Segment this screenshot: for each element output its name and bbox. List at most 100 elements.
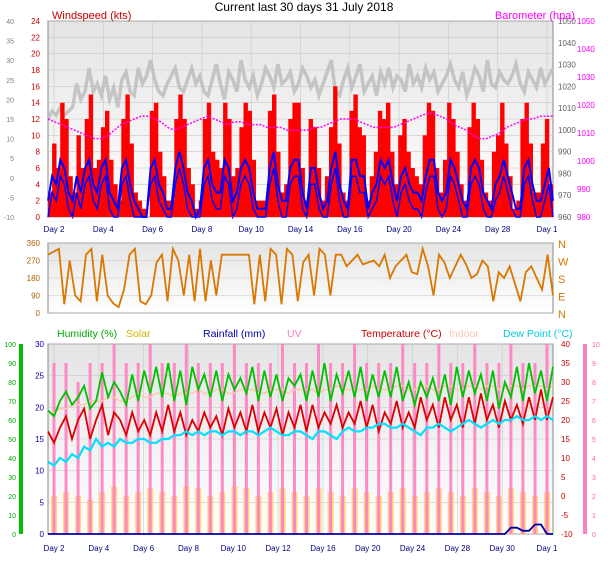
wind-outer-tick-label: 0 bbox=[10, 176, 14, 183]
windspeed-bar bbox=[455, 151, 460, 217]
uv-axis-bar bbox=[583, 344, 587, 534]
barometer-secondary-tick-label: 970 bbox=[558, 191, 572, 200]
uv-bar bbox=[172, 363, 176, 534]
wind-x-tick-label: Day 6 bbox=[142, 225, 163, 234]
uv-bar bbox=[341, 363, 345, 534]
humidity-tick-label: 50 bbox=[8, 437, 16, 444]
barometer-secondary-tick-label: 1040 bbox=[558, 39, 576, 48]
uv-bar bbox=[329, 363, 333, 534]
windspeed-bar bbox=[125, 94, 130, 217]
windspeed-bar bbox=[215, 159, 220, 217]
temperature-x-tick-label: Day 16 bbox=[310, 544, 336, 553]
windspeed-bar bbox=[504, 143, 509, 217]
rainfall-tick-label: 5 bbox=[40, 498, 45, 507]
legend-label: Humidity (%) bbox=[57, 328, 117, 340]
barometer-secondary-tick-label: 960 bbox=[558, 213, 572, 222]
windspeed-bar bbox=[84, 119, 90, 217]
rainfall-tick-label: 15 bbox=[35, 435, 44, 444]
wind-average-line-2 bbox=[47, 167, 554, 220]
windspeed-bar bbox=[239, 127, 244, 217]
temperature-x-tick-label: Day 28 bbox=[445, 544, 471, 553]
windspeed-tick-label: 16 bbox=[31, 82, 40, 91]
windspeed-bar bbox=[459, 184, 464, 217]
windspeed-bar bbox=[500, 102, 505, 217]
temperature-tick-label: 0 bbox=[561, 492, 566, 501]
uv-bar bbox=[389, 363, 393, 534]
temperature-x-tick-label: Day 12 bbox=[265, 544, 291, 553]
legend-label: Rainfall (mm) bbox=[203, 328, 265, 340]
uv-bar bbox=[124, 363, 128, 534]
temperature-tick-label: 5 bbox=[561, 473, 566, 482]
dewpoint-line bbox=[47, 414, 554, 468]
uv-tick-label: 5 bbox=[592, 437, 596, 444]
barometer-tick-label: 980 bbox=[577, 213, 591, 222]
uv-tick-label: 3 bbox=[592, 475, 596, 482]
humidity-line bbox=[47, 362, 554, 418]
temperature-tick-label: 25 bbox=[561, 397, 570, 406]
wind-outer-tick-label: 15 bbox=[6, 117, 14, 124]
windspeed-bar bbox=[508, 176, 513, 217]
rainfall-tick-label: 30 bbox=[35, 340, 44, 349]
temperature-x-tick-label: Day 8 bbox=[178, 544, 199, 553]
windspeed-tick-label: 6 bbox=[36, 164, 41, 173]
windspeed-bar bbox=[153, 102, 159, 217]
windspeed-tick-label: 8 bbox=[36, 148, 41, 157]
uv-bar bbox=[184, 344, 188, 534]
uv-bar bbox=[281, 344, 284, 534]
windspeed-bar bbox=[247, 110, 252, 217]
wind-outer-tick-label: 20 bbox=[6, 97, 14, 104]
wind-outer-tick-label: -5 bbox=[8, 195, 14, 202]
wind-x-tick-label: Day 16 bbox=[337, 225, 363, 234]
humidity-axis-bar bbox=[19, 344, 23, 534]
windspeed-bar bbox=[141, 208, 147, 217]
windspeed-bar bbox=[96, 159, 102, 217]
windspeed-bar bbox=[443, 159, 448, 217]
windspeed-tick-label: 10 bbox=[31, 131, 40, 140]
uv-tick-label: 10 bbox=[592, 342, 600, 349]
wind-average-line bbox=[47, 151, 554, 220]
uv-bar bbox=[196, 363, 200, 534]
wind-gust-line bbox=[46, 57, 555, 120]
windspeed-bar bbox=[414, 176, 419, 217]
uv-bar bbox=[244, 363, 248, 534]
uv-tick-label: 0 bbox=[592, 532, 596, 539]
direction-tick-label: 90 bbox=[31, 292, 40, 301]
humidity-tick-label: 0 bbox=[12, 532, 16, 539]
humidity-tick-label: 30 bbox=[8, 475, 16, 482]
barometer-secondary-tick-label: 1030 bbox=[558, 61, 576, 70]
wind-x-tick-label: Day 10 bbox=[239, 225, 265, 234]
windspeed-tick-label: 22 bbox=[31, 33, 40, 42]
barometer-line bbox=[47, 112, 553, 140]
wind-x-tick-label: Day 20 bbox=[386, 225, 412, 234]
uv-tick-label: 8 bbox=[592, 380, 596, 387]
wind-outer-tick-label: 25 bbox=[6, 78, 14, 85]
windspeed-bar bbox=[80, 168, 85, 217]
temperature-x-tick-label: Day 1 bbox=[537, 544, 558, 553]
uv-bar bbox=[401, 344, 405, 534]
page-title: Current last 30 days 31 July 2018 bbox=[215, 0, 394, 14]
windspeed-bar bbox=[341, 192, 346, 217]
uv-bar bbox=[521, 363, 525, 534]
windspeed-tick-label: 20 bbox=[31, 50, 40, 59]
wind-outer-tick-label: 10 bbox=[6, 137, 14, 144]
windspeed-bar bbox=[76, 135, 81, 217]
windspeed-bar bbox=[483, 192, 489, 217]
uv-bar bbox=[100, 363, 104, 534]
windspeed-tick-label: 24 bbox=[31, 17, 40, 26]
temperature-tick-label: 20 bbox=[561, 416, 570, 425]
uv-bar bbox=[533, 363, 537, 534]
temperature-line bbox=[47, 389, 554, 445]
wind-x-tick-label: Day 1 bbox=[537, 225, 558, 234]
windspeed-bar bbox=[439, 192, 444, 217]
wind-x-tick-label: Day 28 bbox=[485, 225, 511, 234]
uv-bar bbox=[497, 363, 501, 534]
barometer-tick-label: 990 bbox=[577, 185, 591, 194]
temperature-tick-label: 40 bbox=[561, 340, 570, 349]
windspeed-bar bbox=[100, 127, 106, 217]
temperature-tick-label: -5 bbox=[561, 511, 569, 520]
windspeed-bar bbox=[496, 135, 501, 217]
humidity-tick-label: 20 bbox=[8, 494, 16, 501]
uv-bar bbox=[112, 344, 116, 534]
windspeed-bar bbox=[524, 102, 529, 217]
